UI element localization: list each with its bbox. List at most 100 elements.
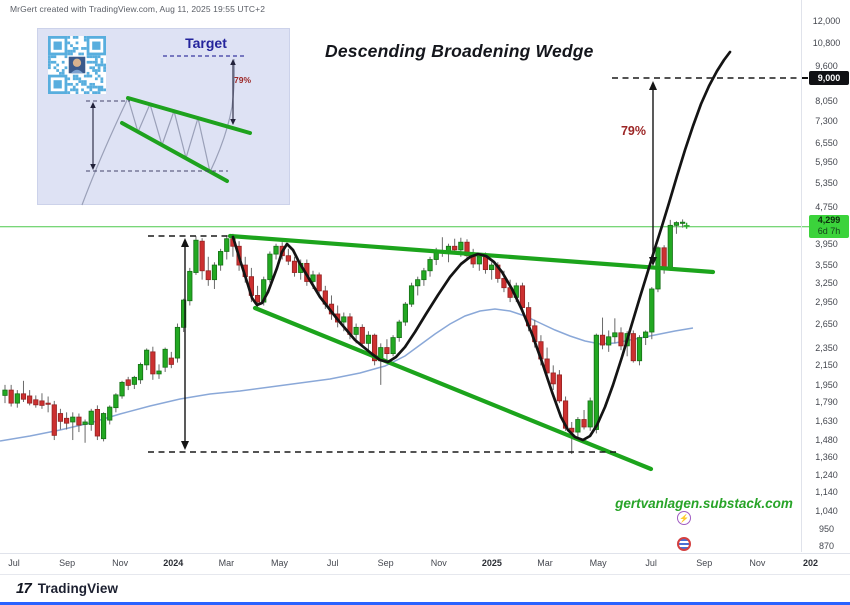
time-axis-label: Jul	[326, 558, 339, 568]
candle-up	[156, 370, 162, 375]
candle-down	[27, 395, 33, 404]
price-axis-label: 2,650	[815, 318, 838, 329]
candle-up	[82, 421, 88, 425]
candle-up	[100, 413, 107, 440]
price-chart-canvas[interactable]	[0, 0, 850, 552]
candle-up	[673, 222, 680, 226]
price-axis-label: 1,240	[815, 470, 838, 481]
price-axis-label: 4,750	[815, 201, 838, 212]
candle-up	[70, 416, 76, 423]
candle-up	[408, 285, 415, 305]
lower-trendline	[252, 305, 654, 472]
price-axis[interactable]: 12,000 10,800 9,600 8,050 7,300 6,550 5,950 5,3…	[801, 0, 850, 552]
price-axis-label: 10,800	[812, 37, 841, 48]
price-axis-label: 950	[818, 523, 835, 534]
candle-down	[384, 347, 390, 355]
price-axis-label: 870	[818, 541, 835, 552]
candle-down	[452, 245, 458, 251]
candle-up	[415, 279, 421, 287]
time-axis[interactable]: Jul Sep Nov 2024 Mar May Jul Sep Nov 2025 Mar May Ju…	[0, 553, 850, 573]
candle-up	[14, 393, 20, 404]
time-axis-label: 2025	[481, 558, 502, 568]
candle-down	[57, 413, 64, 422]
candle-up	[162, 348, 168, 368]
candle-up	[353, 326, 359, 335]
price-axis-label: 2,950	[815, 297, 838, 308]
time-axis-label: Mar	[218, 558, 235, 568]
price-axis-label: 3,550	[815, 260, 838, 271]
price-axis-label: 1,950	[815, 379, 838, 390]
price-axis-label: 6,550	[815, 137, 838, 148]
projection-curve	[231, 50, 732, 442]
candle-up	[2, 389, 8, 396]
upper-trendline	[227, 233, 716, 275]
price-axis-label: 8,050	[815, 96, 838, 107]
tradingview-brand[interactable]: TradingView	[37, 581, 119, 596]
candle-up	[181, 299, 187, 328]
candle-up	[224, 238, 230, 252]
candle-down	[581, 419, 587, 428]
current-price-value: 4,299	[817, 215, 841, 225]
candle-up	[593, 334, 599, 430]
candle-up	[402, 303, 409, 323]
candle-up	[193, 239, 199, 273]
candle-down	[544, 358, 550, 374]
candle-up	[606, 336, 612, 346]
price-axis-label: 9,600	[815, 61, 838, 72]
tradingview-logo-icon[interactable]: 17	[16, 580, 32, 597]
candle-up	[649, 288, 655, 333]
price-axis-label: 1,630	[815, 415, 838, 426]
time-axis-label: Jul	[645, 558, 657, 568]
candle-down	[125, 379, 131, 386]
candle-up	[489, 264, 495, 271]
candle-up	[341, 316, 347, 323]
candle-down	[519, 285, 526, 308]
price-axis-label: 1,480	[815, 435, 838, 446]
credit-line: MrGert created with TradingView.com, Aug…	[10, 4, 266, 14]
wedge-schematic-panel: Target 79%	[37, 28, 290, 206]
candle-up	[365, 334, 372, 344]
candle-up	[643, 331, 649, 339]
price-axis-label: 7,300	[815, 115, 838, 126]
candle-down	[291, 260, 298, 273]
time-axis-label: May	[270, 558, 288, 568]
time-axis-label: Sep	[377, 558, 394, 568]
candle-down	[550, 372, 556, 385]
time-axis-label: Sep	[59, 558, 76, 568]
price-axis-label: 5,950	[815, 156, 838, 167]
wedge-schematic-drawing	[81, 55, 252, 206]
candle-down	[630, 333, 636, 362]
candle-up	[636, 337, 643, 362]
candle-up	[88, 410, 94, 425]
inset-target-label: Target	[185, 35, 227, 51]
time-axis-label: Nov	[430, 558, 447, 568]
candle-down	[39, 400, 45, 406]
candle-up	[680, 221, 686, 224]
time-axis-label: 2024	[163, 558, 184, 568]
flag-event-icon[interactable]	[677, 537, 691, 551]
candle-up	[458, 241, 464, 251]
candle-down	[254, 295, 261, 303]
substack-link[interactable]: gertvanlagen.substack.com	[615, 496, 793, 511]
candle-up	[427, 259, 433, 272]
candle-down	[205, 270, 211, 281]
candle-up	[144, 349, 150, 366]
candle-down	[482, 256, 489, 271]
candle-down	[285, 255, 291, 262]
price-axis-label: 5,350	[815, 178, 838, 189]
candle-down	[20, 393, 27, 400]
time-axis-label: Mar	[537, 558, 553, 568]
candle-up	[273, 245, 279, 255]
candle-down	[168, 357, 174, 365]
candle-down	[316, 274, 322, 292]
flash-event-icon[interactable]: ⚡	[677, 511, 691, 525]
price-axis-label: 1,040	[815, 505, 838, 516]
candle-up	[119, 381, 125, 397]
candle-down	[64, 417, 70, 424]
time-axis-label: Sep	[696, 558, 713, 568]
candle-down	[661, 247, 667, 269]
time-axis-label: 202	[802, 558, 819, 568]
chart-title: Descending Broadening Wedge	[325, 41, 594, 61]
measured-move-percent-label: 79%	[620, 124, 646, 138]
candle-up	[310, 274, 316, 282]
